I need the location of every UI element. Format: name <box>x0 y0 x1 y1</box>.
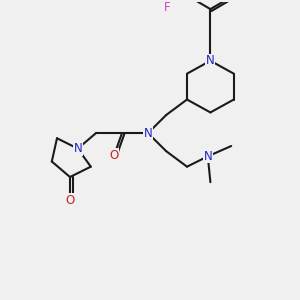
Text: N: N <box>203 150 212 163</box>
Text: O: O <box>110 148 119 162</box>
Text: O: O <box>65 194 75 207</box>
Text: N: N <box>206 54 215 67</box>
Text: N: N <box>144 127 152 140</box>
Text: F: F <box>164 1 170 14</box>
Text: N: N <box>74 142 82 155</box>
